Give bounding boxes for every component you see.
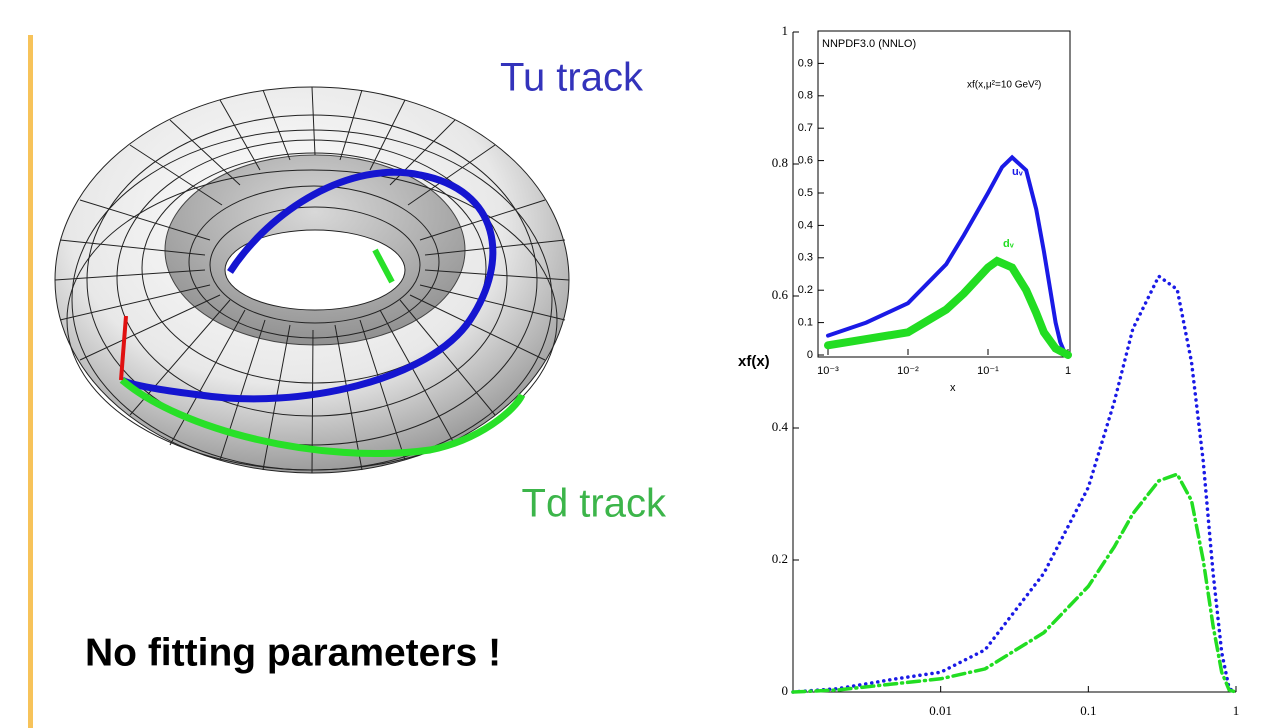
y-tick-label: 0 bbox=[782, 683, 789, 698]
y-tick-label: 0.6 bbox=[772, 287, 789, 302]
series-line bbox=[793, 474, 1236, 692]
y-tick-label: 0.8 bbox=[772, 155, 788, 170]
x-tick-label: 1 bbox=[1233, 703, 1240, 718]
y-tick-label: 0.5 bbox=[798, 187, 813, 199]
x-tick-label: 10⁻¹ bbox=[977, 365, 999, 377]
slide: Tu track Td track No fitting parameters … bbox=[0, 0, 1272, 728]
y-tick-label: 0.2 bbox=[772, 551, 788, 566]
y-tick-label: 0.2 bbox=[798, 284, 813, 296]
x-tick-label: 0.01 bbox=[929, 703, 952, 718]
x-tick-label: 1 bbox=[1065, 365, 1071, 377]
y-tick-label: 0 bbox=[807, 349, 813, 361]
y-tick-label: 0.1 bbox=[798, 317, 813, 329]
y-tick-label: 0.9 bbox=[798, 57, 813, 69]
x-axis-label: x bbox=[950, 382, 956, 394]
x-tick-label: 10⁻³ bbox=[817, 365, 839, 377]
y-tick-label: 0.8 bbox=[798, 90, 813, 102]
tu-label: Tu track bbox=[500, 56, 644, 100]
page: Tu track Td track No fitting parameters … bbox=[0, 0, 1272, 728]
y-tick-label: 0.4 bbox=[798, 219, 813, 231]
inset-title: NNPDF3.0 (NNLO) bbox=[822, 38, 916, 50]
accent-bar bbox=[28, 35, 33, 728]
x-tick-label: 0.1 bbox=[1080, 703, 1096, 718]
x-tick-label: 10⁻² bbox=[897, 365, 919, 377]
caption: No fitting parameters ! bbox=[85, 631, 501, 674]
y-tick-label: 0.3 bbox=[798, 252, 813, 264]
y-tick-label: 0.6 bbox=[798, 155, 813, 167]
series-label: uᵥ bbox=[1012, 166, 1024, 178]
y-tick-label: 0.4 bbox=[772, 419, 789, 434]
inset-subtitle: xf(x,μ²=10 GeV²) bbox=[967, 80, 1041, 91]
td-label: Td track bbox=[522, 482, 667, 526]
y-tick-label: 0.7 bbox=[798, 122, 813, 134]
y-axis-label: xf(x) bbox=[738, 353, 770, 370]
y-tick-label: 1 bbox=[782, 23, 789, 38]
series-label: dᵥ bbox=[1003, 238, 1015, 250]
